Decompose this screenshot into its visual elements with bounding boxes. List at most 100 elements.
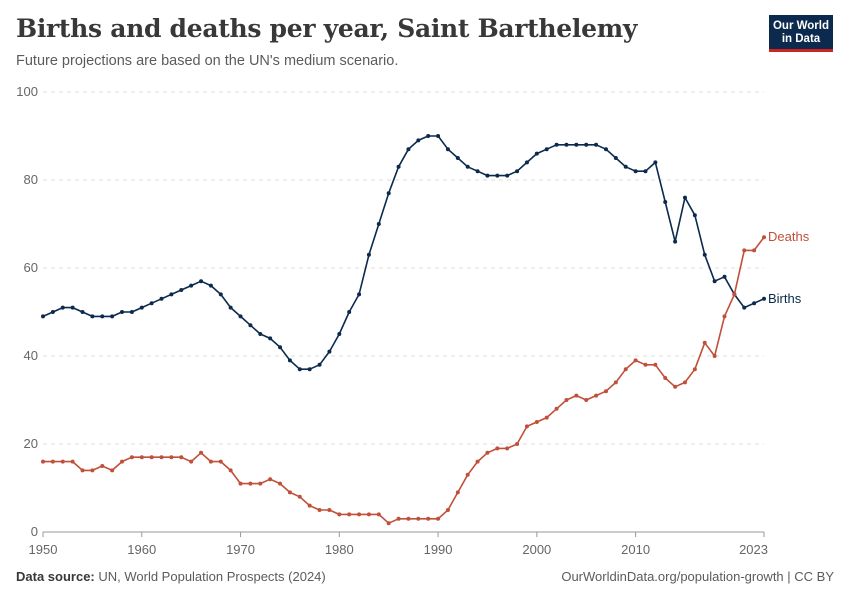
births-point	[268, 336, 273, 341]
deaths-point	[50, 459, 55, 464]
births-point	[396, 164, 401, 169]
deaths-point	[594, 393, 599, 398]
deaths-point	[357, 512, 362, 517]
births-point	[653, 160, 658, 165]
births-point	[41, 314, 45, 319]
births-point	[218, 292, 223, 297]
deaths-point	[495, 446, 500, 451]
deaths-point	[347, 512, 352, 517]
births-point	[564, 142, 569, 147]
deaths-point	[682, 380, 687, 385]
series-lines	[41, 134, 766, 526]
births-point	[416, 138, 421, 143]
deaths-point	[268, 477, 273, 482]
births-point	[465, 164, 470, 169]
owid-logo[interactable]: Our World in Data	[769, 15, 833, 52]
births-point	[762, 296, 766, 301]
deaths-point	[515, 442, 520, 446]
births-point	[149, 301, 154, 306]
births-point	[406, 147, 411, 152]
deaths-point	[554, 406, 559, 411]
deaths-point	[564, 398, 569, 402]
deaths-point	[199, 450, 204, 455]
births-point	[337, 332, 342, 336]
deaths-line	[43, 236, 765, 525]
births-point	[139, 305, 144, 310]
births-point	[307, 367, 312, 372]
births-point	[752, 301, 757, 306]
deaths-point	[307, 503, 312, 508]
deaths-point	[228, 468, 233, 473]
births-point	[426, 134, 431, 138]
deaths-point	[110, 468, 115, 473]
y-tick-label: 40	[24, 348, 38, 363]
deaths-point	[169, 455, 174, 460]
deaths-point	[633, 358, 638, 363]
births-point	[544, 147, 549, 152]
data-source: Data source: UN, World Population Prospe…	[16, 569, 326, 584]
births-point	[603, 147, 608, 152]
chart-subtitle: Future projections are based on the UN's…	[16, 53, 399, 69]
births-point	[110, 314, 115, 319]
births-point	[445, 147, 450, 152]
births-point	[436, 134, 441, 138]
deaths-point	[574, 393, 579, 398]
deaths-point	[643, 362, 648, 367]
logo-line-2: in Data	[781, 33, 821, 45]
births-label: Births	[768, 291, 802, 306]
deaths-label: Deaths	[768, 229, 810, 244]
births-point	[623, 164, 628, 169]
x-tick-label: 2023	[739, 542, 768, 557]
births-point	[574, 142, 579, 147]
births-point	[682, 195, 687, 200]
births-point	[317, 362, 322, 367]
deaths-point	[327, 508, 332, 512]
births-point	[248, 323, 253, 328]
births-point	[633, 169, 638, 174]
x-tick-label: 1960	[127, 542, 156, 557]
births-point	[258, 332, 263, 336]
births-point	[297, 367, 302, 372]
deaths-point	[208, 459, 213, 464]
deaths-point	[189, 459, 194, 464]
deaths-point	[623, 367, 628, 372]
births-point	[278, 345, 283, 350]
births-point	[692, 213, 697, 218]
deaths-point	[742, 248, 747, 253]
births-point	[80, 310, 85, 314]
births-point	[228, 305, 233, 310]
births-point	[70, 305, 75, 310]
births-point	[208, 283, 213, 288]
births-point	[505, 173, 510, 178]
deaths-point	[41, 459, 45, 464]
x-tick-label: 1990	[424, 542, 453, 557]
credit-link[interactable]: OurWorldinData.org/population-growth | C…	[561, 569, 834, 584]
births-point	[100, 314, 105, 319]
deaths-point	[120, 459, 125, 464]
y-tick-label: 60	[24, 260, 38, 275]
births-point	[515, 169, 520, 174]
deaths-point	[366, 512, 371, 517]
deaths-point	[396, 516, 401, 521]
births-point	[386, 191, 391, 196]
chart-title: Births and deaths per year, Saint Barthe…	[16, 14, 638, 43]
deaths-point	[406, 516, 411, 521]
deaths-point	[238, 481, 243, 486]
deaths-point	[297, 494, 302, 499]
x-tick-label: 2000	[522, 542, 551, 557]
births-point	[524, 160, 529, 165]
deaths-point	[60, 459, 65, 464]
births-point	[327, 349, 332, 354]
deaths-point	[218, 459, 223, 464]
births-point	[357, 292, 362, 297]
births-point	[376, 222, 381, 226]
deaths-point	[762, 235, 766, 240]
deaths-point	[475, 459, 480, 464]
births-point	[189, 283, 194, 288]
deaths-point	[653, 362, 658, 367]
births-point	[584, 142, 589, 147]
deaths-point	[80, 468, 85, 473]
deaths-point	[416, 516, 421, 521]
deaths-point	[129, 455, 134, 460]
births-point	[287, 358, 292, 363]
